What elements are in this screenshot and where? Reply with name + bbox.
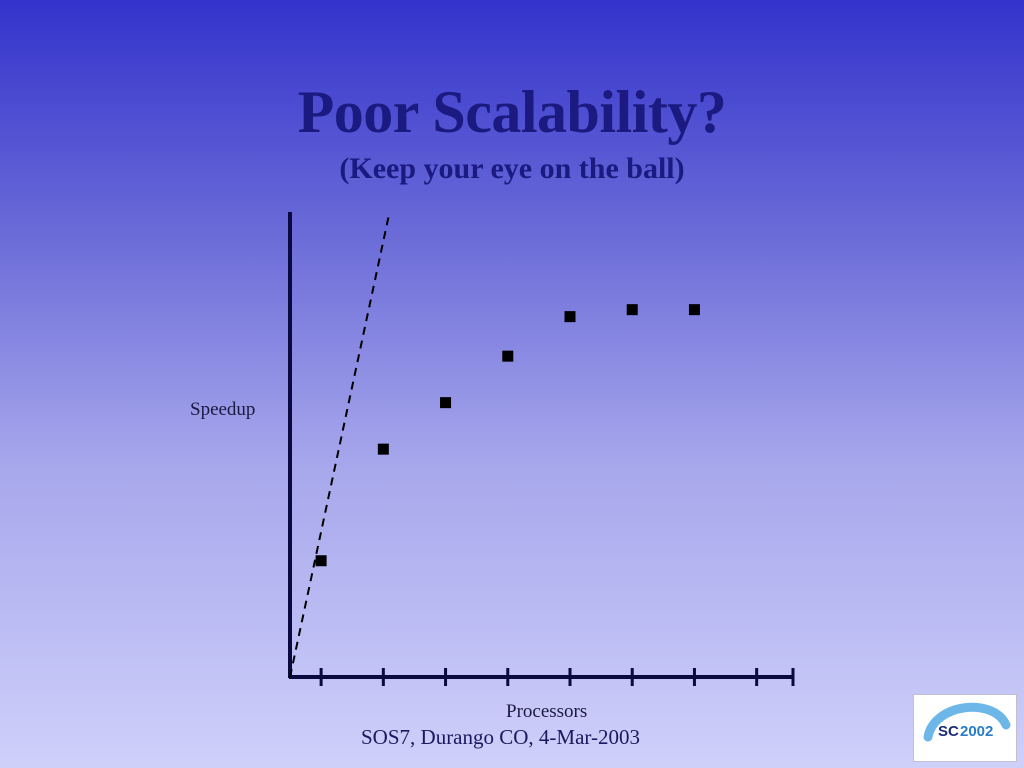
- data-point-4: [502, 350, 514, 362]
- data-point-5: [564, 311, 576, 323]
- slide-footer: SOS7, Durango CO, 4-Mar-2003: [361, 725, 640, 749]
- slide-subtitle: (Keep your eye on the ball): [339, 152, 685, 185]
- data-point-6: [626, 304, 638, 316]
- x-axis-label: Processors: [506, 701, 588, 722]
- slide-title: Poor Scalability?: [297, 79, 727, 145]
- data-point-3: [440, 397, 452, 409]
- sc2002-logo-graphic: SC 2002: [923, 702, 1011, 742]
- ideal-speedup-line: [289, 211, 391, 678]
- y-axis-label: Speedup: [190, 399, 256, 420]
- logo-sc-text: SC: [938, 723, 959, 740]
- x-axis-ticks: [319, 668, 795, 686]
- chart-axes: [288, 212, 794, 679]
- data-point-1: [315, 555, 327, 567]
- data-point-7: [688, 304, 700, 316]
- data-points: [315, 304, 700, 567]
- sc2002-logo: SC 2002: [913, 694, 1017, 762]
- data-point-2: [377, 443, 389, 455]
- ideal-speedup-dashed-line: [289, 211, 391, 678]
- logo-year-text: 2002: [960, 723, 993, 740]
- logo-swoosh-icon: [923, 702, 1011, 742]
